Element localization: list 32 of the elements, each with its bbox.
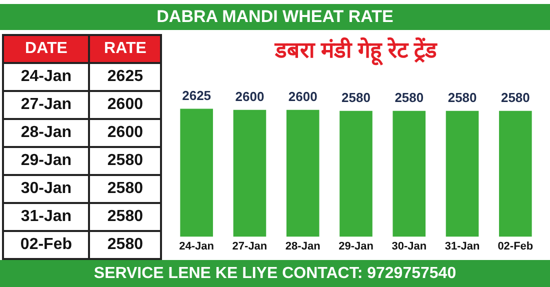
text: 2580 <box>89 231 161 259</box>
data-label: 2580 <box>500 90 530 105</box>
text: 31-Jan <box>3 203 90 231</box>
x-tick-label: 27-Jan <box>232 240 268 252</box>
text: 30-Jan <box>3 175 90 203</box>
text: 2600 <box>89 119 161 147</box>
chart-subtitle: DABRA MANDI WHEAT RATE <box>0 4 550 30</box>
x-tick-label: 28-Jan <box>285 240 321 252</box>
data-label: 2580 <box>342 90 370 105</box>
x-tick-label: 30-Jan <box>392 240 427 252</box>
text: 2580 <box>89 175 161 203</box>
text: 2580 <box>89 203 161 231</box>
text: 28-Jan <box>3 119 90 147</box>
text: RATE <box>89 35 161 63</box>
data-label: 2580 <box>448 90 477 105</box>
text: 2625 <box>89 63 161 91</box>
data-label: 2625 <box>182 88 212 103</box>
text: 24-Jan <box>3 63 90 91</box>
chart-title: डबरा मंडी गेहू रेट ट्रेंड <box>274 36 438 66</box>
text: 29-Jan <box>3 147 90 175</box>
text: DATE <box>3 35 90 63</box>
text: 2580 <box>89 147 161 175</box>
data-label: 2600 <box>288 89 318 104</box>
x-tick-label: 02-Feb <box>498 240 534 252</box>
x-tick-label: 24-Jan <box>179 240 214 252</box>
text: SERVICE LENE KE LIYE CONTACT: 9729757540 <box>0 260 550 287</box>
data-label: 2600 <box>235 89 264 104</box>
x-tick-label: 29-Jan <box>338 240 374 252</box>
x-tick-label: 31-Jan <box>444 240 480 252</box>
text: 2600 <box>89 91 161 119</box>
text: 27-Jan <box>3 91 90 119</box>
data-label: 2580 <box>394 90 424 105</box>
